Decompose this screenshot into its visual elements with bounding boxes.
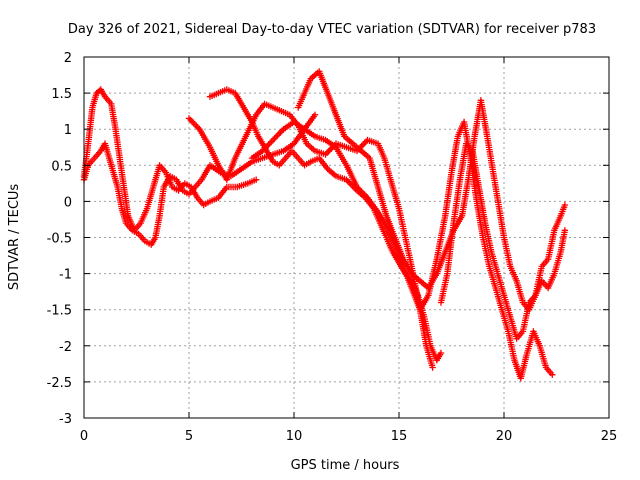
x-tick-label: 25 [601, 429, 618, 444]
y-axis-label: SDTVAR / TECUs [7, 184, 22, 291]
y-tick-label: 0.5 [51, 159, 72, 174]
grid-lines [84, 57, 609, 418]
y-tick-label: -0.5 [47, 232, 72, 247]
data-point-markers [437, 140, 569, 342]
y-tick-label: -1.5 [47, 304, 72, 319]
y-tick-label: 0 [64, 195, 72, 210]
data-point-markers [206, 86, 445, 364]
x-tick-label: 0 [80, 429, 88, 444]
data-point-markers [185, 100, 436, 371]
series-arc-5 [248, 118, 556, 382]
x-tick-label: 5 [185, 429, 193, 444]
y-tick-label: 1.5 [51, 87, 72, 102]
y-tick-label: 1 [64, 123, 72, 138]
y-tick-label: -2 [59, 340, 72, 355]
series-arc-7 [437, 140, 569, 342]
x-tick-label: 10 [286, 429, 303, 444]
x-tick-label: 15 [391, 429, 408, 444]
x-axis-label: GPS time / hours [291, 458, 400, 473]
y-tick-label: -2.5 [47, 376, 72, 391]
y-tick-label: -1 [59, 268, 72, 283]
data-point-markers [248, 118, 556, 382]
series-arc-3 [185, 100, 436, 371]
y-tick-label: -3 [59, 412, 72, 427]
y-tick-label: 2 [64, 51, 72, 66]
x-tick-label: 20 [496, 429, 513, 444]
data-series [80, 68, 569, 382]
axis-ticks: 0 5 10 15 20 25 -3 -2.5 -2 -1.5 -1 -0.5 0 0.5 1 1.5 2 [47, 51, 618, 444]
series-arc-4 [206, 86, 445, 364]
chart-title: Day 326 of 2021, Sidereal Day-to-day VTE… [68, 22, 596, 37]
